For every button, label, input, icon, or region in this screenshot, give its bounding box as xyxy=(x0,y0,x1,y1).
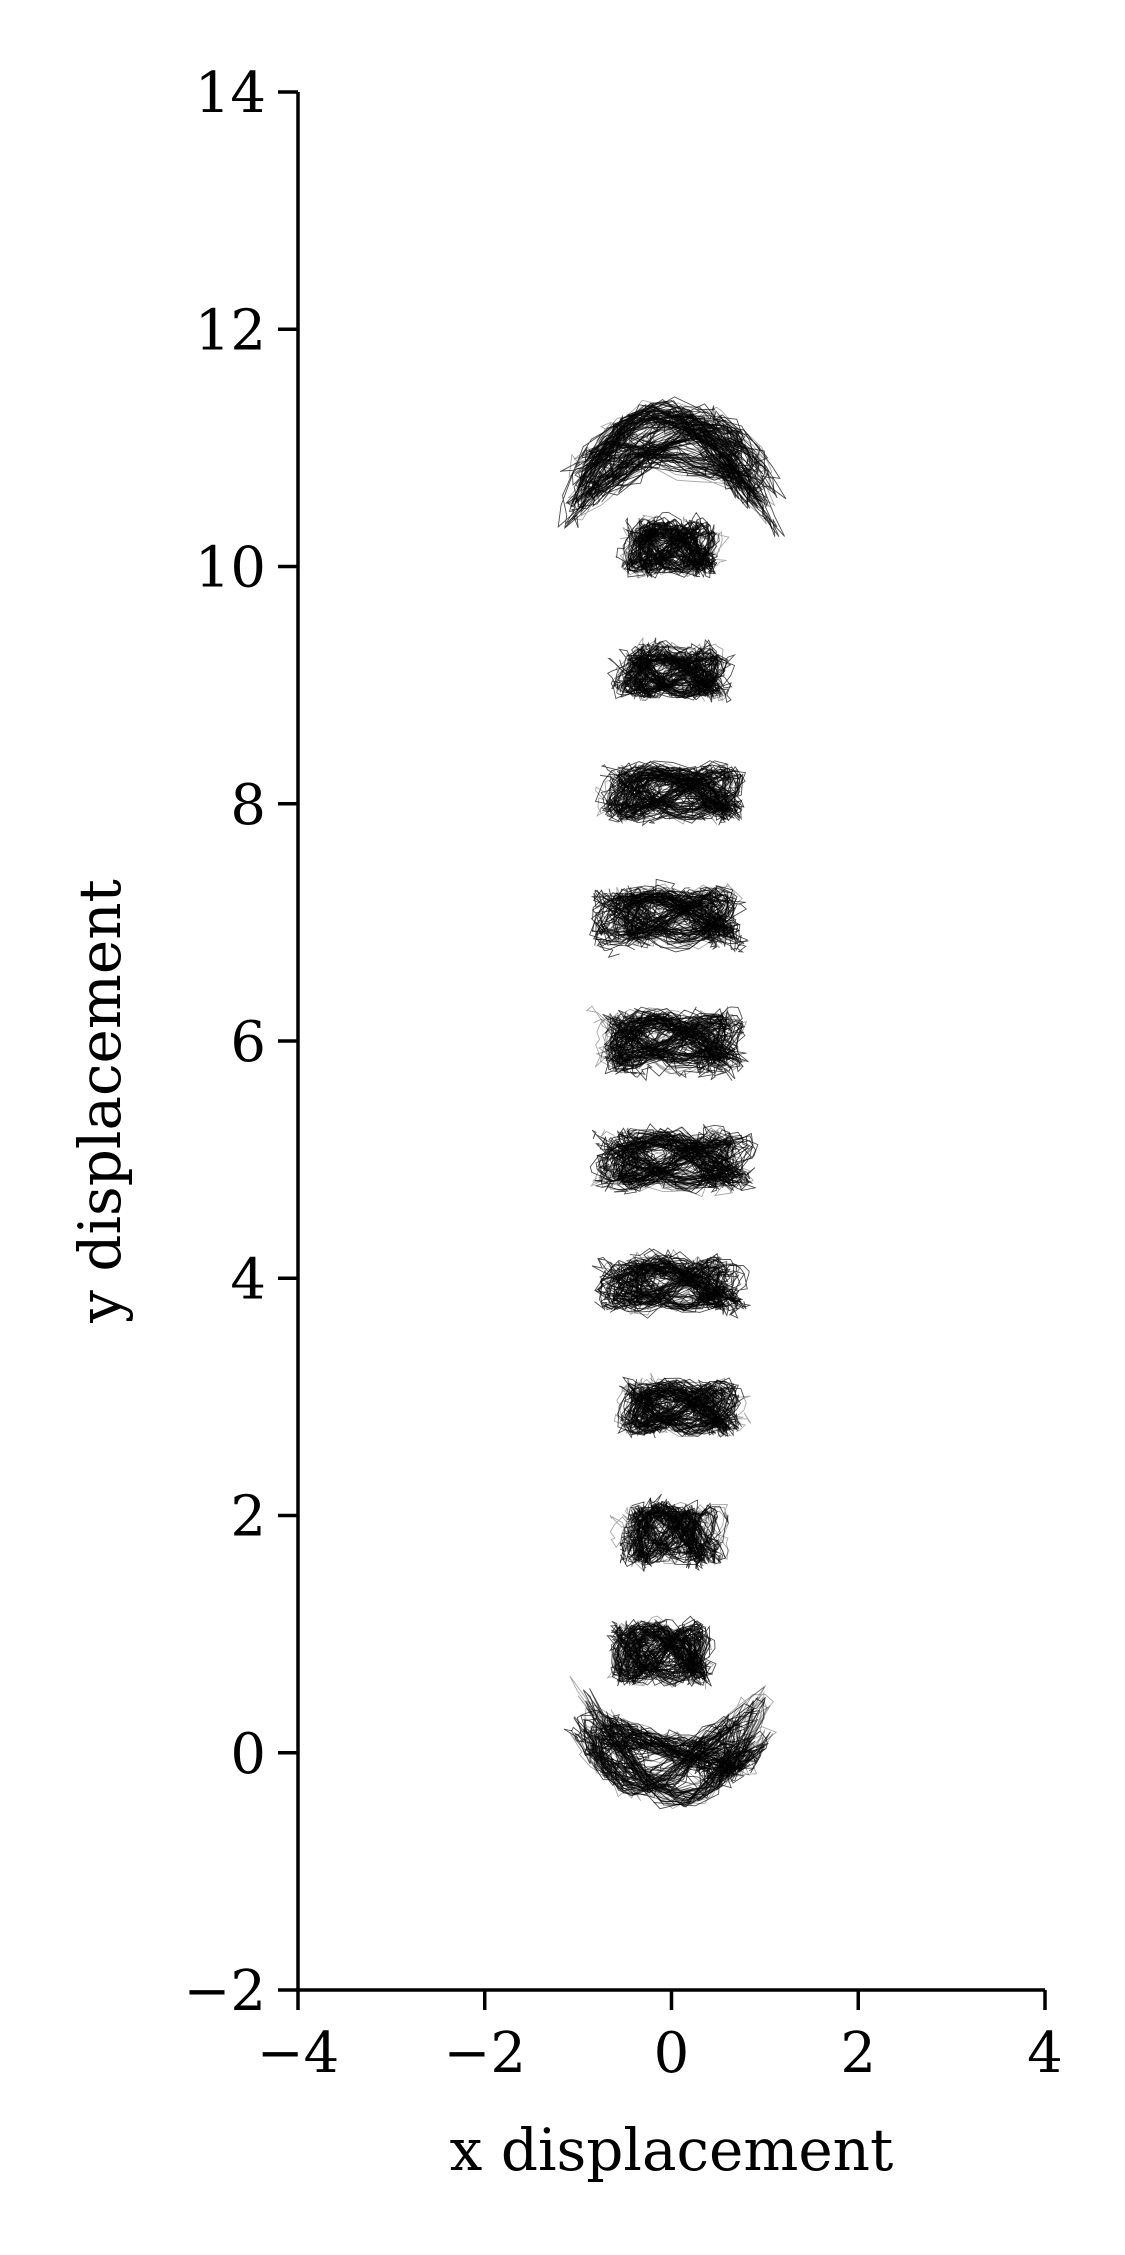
x-tick-label: −4 xyxy=(257,2021,340,2086)
trajectory-trace-6 xyxy=(616,1022,746,1068)
y-tick-label: 0 xyxy=(230,1722,266,1787)
trajectory-trace-11 xyxy=(568,402,776,525)
y-tick-label: 6 xyxy=(230,1010,266,1075)
y-ticks: −2 0 2 4 6 8 10 12 14 xyxy=(183,61,298,2024)
trajectory-trace-0 xyxy=(577,1695,754,1796)
trajectory-trace-3 xyxy=(627,1377,747,1433)
trajectory-trace-11 xyxy=(577,417,787,537)
x-tick-label: 0 xyxy=(654,2021,690,2086)
trajectory-trace-3 xyxy=(635,1394,727,1430)
trajectory-trace-4 xyxy=(615,1263,740,1307)
trajectory-trace-10 xyxy=(623,520,718,575)
trajectory-trace-3 xyxy=(628,1379,726,1438)
trajectory-trace-0 xyxy=(594,1741,746,1781)
trajectory-trace-5 xyxy=(599,1135,754,1187)
trajectory-trace-2 xyxy=(627,1507,717,1564)
y-tick-label: 12 xyxy=(195,298,266,363)
trajectory-trace-9 xyxy=(622,650,710,687)
trajectory-trace-4 xyxy=(622,1255,731,1316)
trajectory-trace-8 xyxy=(600,772,744,816)
trajectory-trace-9 xyxy=(620,656,725,696)
trajectory-trace-7 xyxy=(621,885,721,949)
trajectory-trace-7 xyxy=(607,882,743,950)
trajectory-trace-7 xyxy=(591,892,735,939)
trajectory-trace-0 xyxy=(585,1700,761,1805)
trajectory-trace-10 xyxy=(639,518,710,575)
x-tick-label: −2 xyxy=(443,2021,526,2086)
x-axis-label: x displacement xyxy=(450,2116,894,2184)
trajectory-trace-9 xyxy=(630,646,712,702)
trajectory-trace-11 xyxy=(600,402,738,494)
trajectory-trace-5 xyxy=(590,1130,732,1189)
trajectory-trace-4 xyxy=(629,1262,711,1312)
trajectory-trace-1 xyxy=(622,1629,703,1669)
trajectory-trace-5 xyxy=(613,1127,718,1195)
trajectory-trace-9 xyxy=(637,639,717,700)
trajectory-trace-8 xyxy=(606,773,742,814)
trajectory-trace-8 xyxy=(599,768,735,813)
trajectory-trace-0 xyxy=(588,1697,767,1803)
trajectory-trace-2 xyxy=(609,1510,705,1553)
y-tick-label: −2 xyxy=(183,1959,266,2024)
y-tick-label: 8 xyxy=(230,773,266,838)
trajectory-trace-7 xyxy=(612,891,723,941)
trajectory-trace-10 xyxy=(619,530,715,576)
trajectory-trace-8 xyxy=(616,765,738,822)
trajectory-trace-10 xyxy=(639,511,709,570)
trajectory-trace-1 xyxy=(613,1627,691,1681)
y-tick-label: 4 xyxy=(230,1247,266,1312)
x-tick-label: 2 xyxy=(840,2021,876,2086)
trajectory-trace-0 xyxy=(569,1727,765,1782)
trajectory-trace-4 xyxy=(606,1269,745,1308)
trajectory-trace-1 xyxy=(613,1623,703,1682)
trajectory-trace-5 xyxy=(613,1124,729,1192)
x-ticks: −4 −2 0 2 4 xyxy=(257,1990,1063,2086)
trajectory-trace-11 xyxy=(581,416,778,501)
trajectory-trace-0 xyxy=(595,1711,764,1801)
trajectory-trace-0 xyxy=(582,1708,756,1784)
trajectory-trace-10 xyxy=(636,529,702,574)
trajectory-trace-11 xyxy=(603,400,758,500)
trajectory-trace-10 xyxy=(626,514,699,573)
trajectory-trace-6 xyxy=(604,1015,727,1075)
trajectory-trace-8 xyxy=(606,765,746,814)
trajectory-trace-3 xyxy=(627,1379,739,1437)
trajectory-trace-4 xyxy=(611,1255,741,1316)
trajectory-trace-4 xyxy=(599,1262,727,1302)
trajectory-trace-5 xyxy=(618,1127,734,1198)
trajectory-trace-7 xyxy=(626,884,738,935)
x-tick-label: 4 xyxy=(1027,2021,1063,2086)
trajectory-traces xyxy=(557,396,787,1810)
trajectory-trace-1 xyxy=(613,1615,703,1678)
trajectory-trace-6 xyxy=(626,1011,724,1060)
trajectory-trace-9 xyxy=(626,646,714,690)
trajectory-trace-0 xyxy=(583,1716,737,1778)
trajectory-trace-5 xyxy=(597,1138,757,1180)
trajectory-trace-0 xyxy=(605,1715,722,1806)
trajectory-trace-5 xyxy=(611,1135,741,1183)
y-tick-label: 10 xyxy=(195,536,266,601)
trajectory-trace-10 xyxy=(629,519,713,575)
trajectory-trace-0 xyxy=(605,1714,738,1802)
y-axis-label: y displacement xyxy=(66,879,134,1324)
y-tick-label: 14 xyxy=(195,61,266,126)
trajectory-trace-6 xyxy=(611,1015,726,1066)
trajectory-trace-9 xyxy=(620,654,719,700)
trajectory-trace-6 xyxy=(611,1016,711,1067)
trajectory-trace-4 xyxy=(594,1258,729,1311)
trajectory-trace-1 xyxy=(633,1634,697,1679)
trajectory-trace-7 xyxy=(610,891,727,936)
trajectory-trace-9 xyxy=(624,652,720,699)
trajectory-trace-4 xyxy=(615,1259,729,1300)
trajectory-trace-10 xyxy=(628,529,701,571)
y-tick-label: 2 xyxy=(230,1485,266,1550)
